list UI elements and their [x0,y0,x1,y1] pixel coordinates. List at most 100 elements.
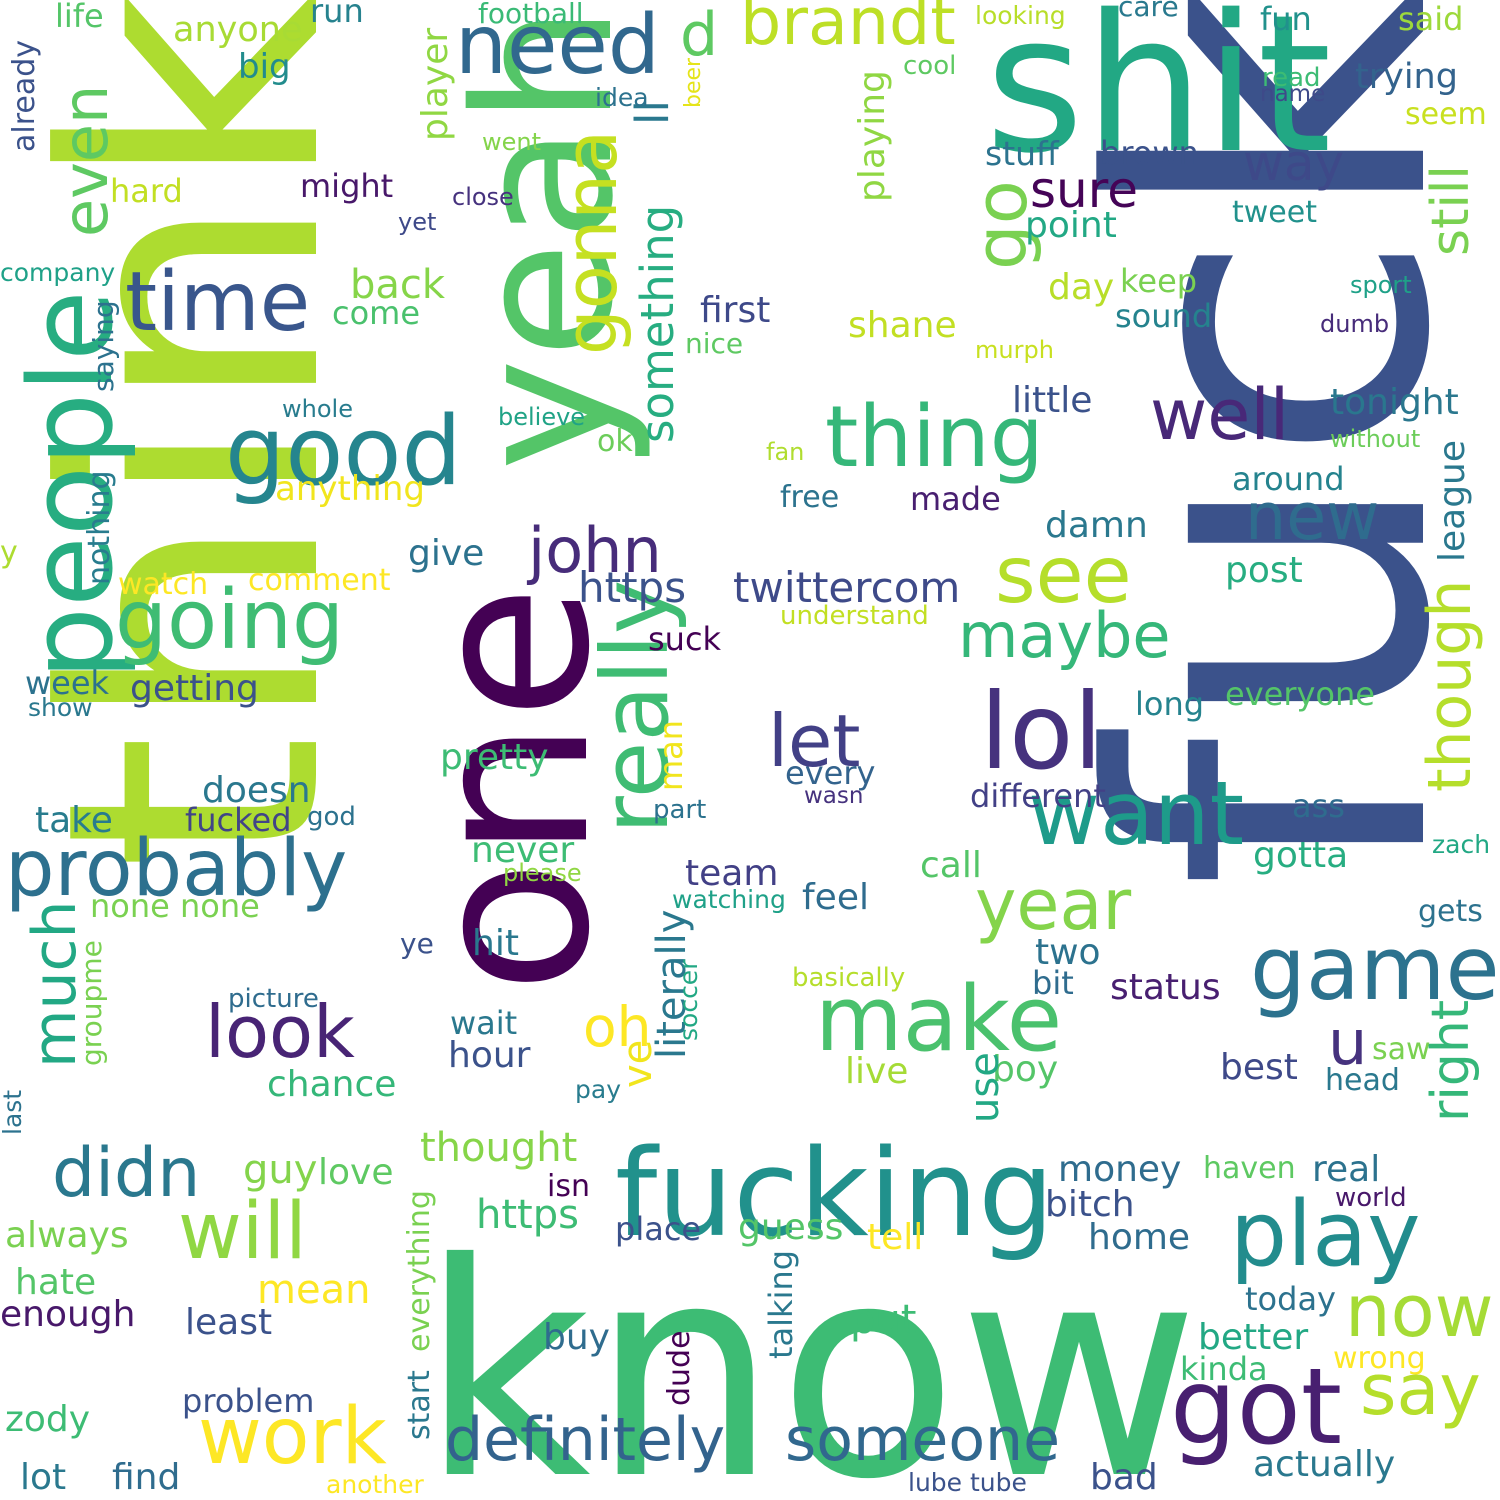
word-lube-tube: lube tube [908,1468,1027,1497]
word-saying: saying [87,300,120,392]
word-understand: understand [780,601,929,631]
word-seem: seem [1405,97,1487,132]
word-anything: anything [275,469,425,509]
word-suck: suck [648,620,722,658]
word-good: good [225,397,462,507]
word-real: real [1312,1149,1381,1190]
word-come: come [332,294,421,332]
word-run: run [310,0,364,30]
word-even: even [49,84,122,237]
word-u: u [1328,1006,1368,1079]
word-look: look [205,990,355,1074]
word-cool: cool [903,51,957,81]
word-zach: zach [1432,830,1491,859]
word-sure: sure [1030,161,1138,219]
word-bad: bad [1090,1457,1158,1498]
word-home: home [1088,1217,1191,1258]
word-kinda: kinda [1180,1350,1268,1388]
word-yet: yet [398,208,437,236]
word-life: life [55,0,104,35]
word-need: need [455,0,660,93]
word-read: read [1262,63,1321,93]
word-shit: shit [985,0,1332,195]
word-world: world [1335,1183,1407,1213]
word-take: take [35,800,113,841]
word-least: least [185,1302,273,1343]
word-now: now [1345,1269,1494,1353]
word-ok: ok [597,424,633,459]
word-right: right [1421,999,1481,1122]
word-went: went [482,128,542,156]
word-believe: believe [498,403,586,431]
word-definitely: definitely [445,1405,726,1475]
word-picture: picture [228,984,319,1014]
word-already: already [7,39,42,152]
word-find: find [112,1457,181,1498]
word-everything: everything [402,1190,437,1352]
word-want: want [1028,762,1245,865]
word-man: man [652,719,690,791]
word-football: football [478,0,584,30]
word-fucking: fucking [615,1125,1055,1264]
word-nice: nice [685,327,744,360]
word-every: every [785,754,876,792]
word-made: made [910,480,1001,518]
word-john: john [528,514,662,587]
word-none-none: none none [90,887,260,925]
word-pretty: pretty [440,737,549,778]
word-saw: saw [1372,1032,1431,1067]
word-bit: bit [1032,964,1074,1002]
word-sport: sport [1350,271,1412,299]
word-problem: problem [182,1382,315,1420]
word-lol: lol [980,671,1103,793]
word-said: said [1398,0,1464,38]
word-isn: isn [547,1169,590,1204]
word-let: let [768,699,861,783]
word-thing: thing [825,388,1044,487]
word-didn: didn [52,1134,201,1213]
word-watch: watch [118,567,209,602]
word-time: time [125,255,311,350]
word-put: put [850,1297,917,1343]
word-tweet: tweet [1232,195,1317,230]
word-money: money [1058,1149,1182,1190]
word-gonna: gonna [549,129,633,355]
word-year: year [975,864,1132,946]
word-haven: haven [1203,1151,1296,1186]
word-close: close [452,183,514,211]
word-https: https [578,563,687,612]
word-twittercom: twittercom [733,563,961,612]
word-going: going [115,573,345,668]
word-give: give [408,533,485,574]
word-wrong: wrong [1333,1341,1426,1376]
word-hit: hit [472,923,519,964]
word-watching: watching [672,885,786,914]
word-ass: ass [1292,787,1345,825]
word-tell: tell [867,1217,924,1258]
word-status: status [1110,967,1221,1008]
word-buy: buy [543,1317,610,1358]
word-please: please [503,859,582,887]
word-start: start [402,1370,437,1440]
word-damn: damn [1045,505,1148,546]
word-sound: sound [1115,297,1213,335]
word-hour: hour [448,1035,531,1076]
word-lot: lot [20,1457,67,1498]
word-care: care [1118,0,1179,23]
word-shane: shane [848,305,957,346]
word-looking: looking [975,1,1066,30]
word-say: say [1360,1349,1481,1431]
word-beer: beer [681,57,706,108]
word-first: first [700,290,771,331]
word-murph: murph [975,336,1054,364]
word-stuff: stuff [985,134,1059,173]
word-best: best [1220,1047,1298,1088]
word-groupme: groupme [75,940,108,1066]
word-big: big [238,47,291,87]
word-never: never [471,830,575,871]
word-enough: enough [0,1294,136,1335]
word-back: back [350,262,446,308]
word-playing: playing [852,70,893,202]
word-basically: basically [792,963,906,993]
